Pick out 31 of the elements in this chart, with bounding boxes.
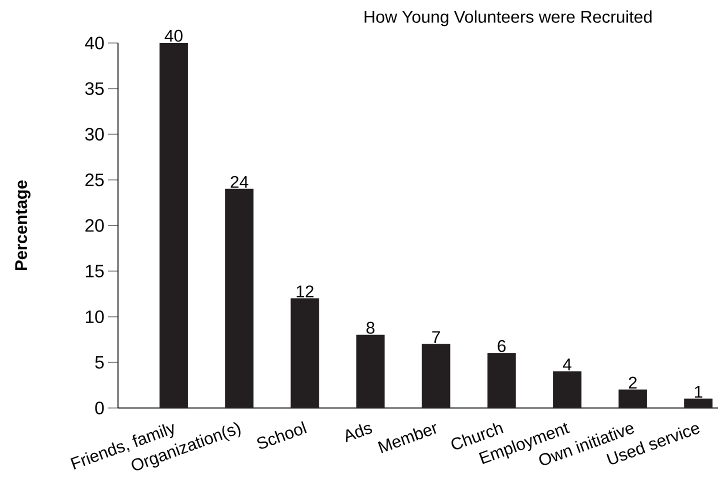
- y-tick-label: 25: [85, 174, 104, 186]
- data-label: 12: [296, 285, 314, 298]
- y-tick-label: 5: [95, 356, 104, 369]
- y-tick-label: 10: [86, 310, 104, 324]
- bar: [552, 371, 582, 408]
- bar: [356, 334, 385, 408]
- data-label: 4: [562, 358, 572, 370]
- data-label: 7: [432, 331, 440, 343]
- bar: [160, 42, 188, 408]
- y-tick-label: 40: [84, 36, 104, 50]
- x-tick-label: Ads: [346, 424, 372, 442]
- data-label: 2: [628, 376, 637, 389]
- x-tick-label: School: [257, 421, 307, 449]
- y-tick-label: 20: [85, 219, 104, 232]
- bar: [618, 390, 647, 408]
- y-axis-title: Percentage: [15, 180, 30, 270]
- bar: [225, 188, 254, 408]
- bar: [290, 298, 320, 408]
- bar: [422, 344, 450, 408]
- bar: [684, 398, 713, 408]
- chart-title: How Young Volunteers were Recruited: [364, 10, 652, 26]
- data-label: 1: [694, 386, 702, 398]
- data-label: 8: [366, 322, 374, 334]
- y-tick-label: 0: [95, 402, 104, 414]
- data-label: 24: [230, 176, 248, 188]
- bar: [487, 353, 516, 408]
- y-tick-label: 30: [85, 128, 104, 141]
- y-tick-label: 15: [86, 264, 104, 278]
- data-label: 6: [498, 340, 506, 352]
- data-label: 40: [164, 30, 183, 42]
- y-tick-label: 35: [85, 82, 104, 95]
